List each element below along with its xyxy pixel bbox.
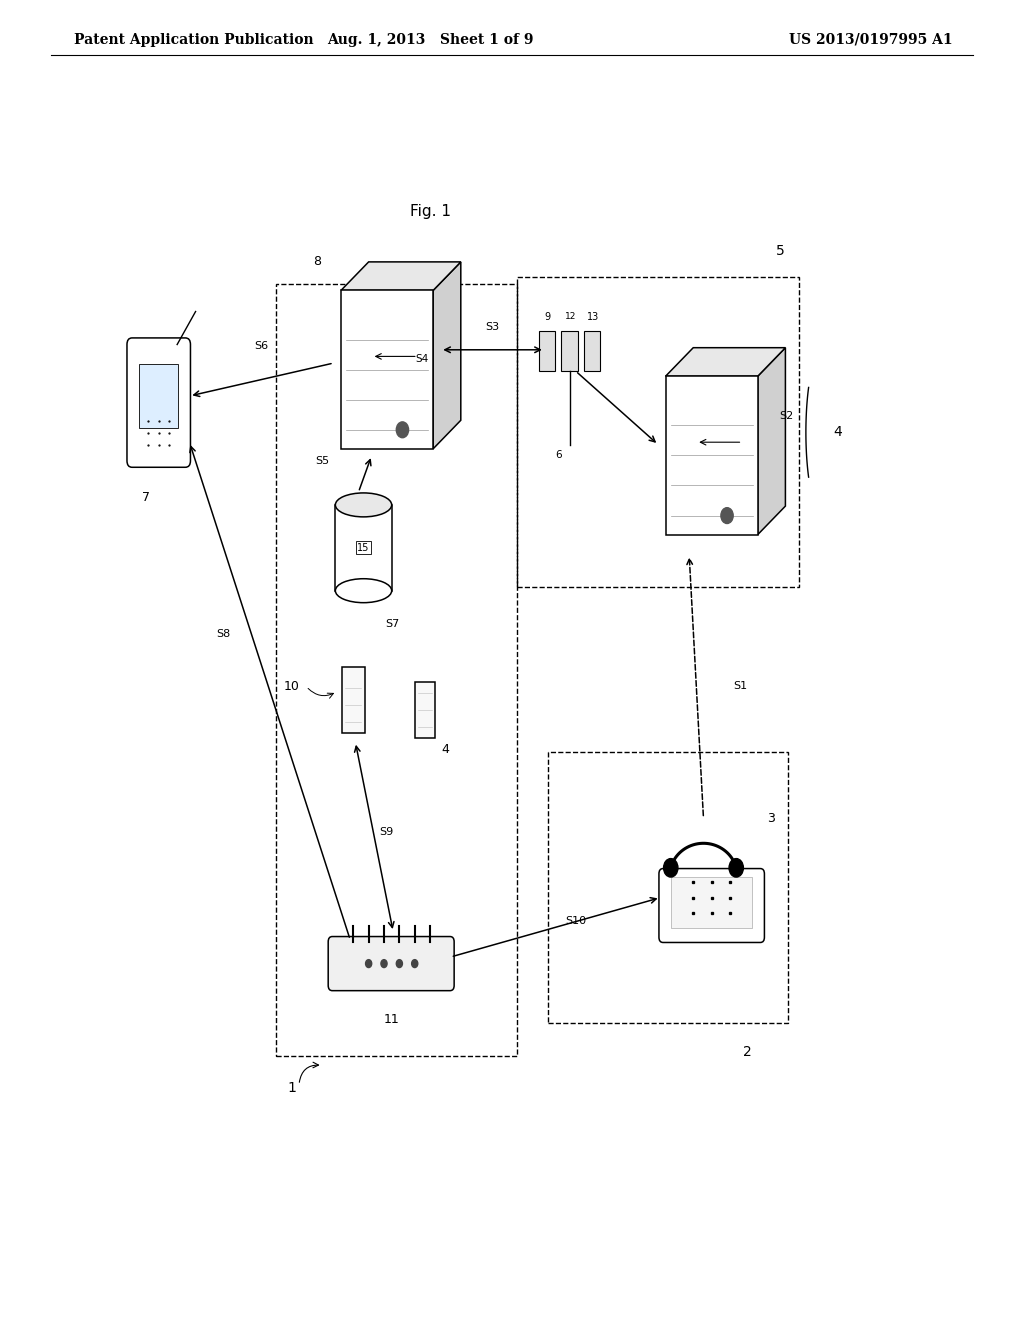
- Ellipse shape: [335, 492, 391, 517]
- Text: Fig. 1: Fig. 1: [410, 203, 451, 219]
- Text: S5: S5: [315, 455, 330, 466]
- Bar: [341, 290, 433, 449]
- FancyBboxPatch shape: [328, 937, 455, 990]
- Text: S9: S9: [379, 826, 393, 837]
- Bar: [584, 331, 600, 371]
- Polygon shape: [666, 347, 785, 376]
- Bar: [139, 364, 178, 428]
- Bar: [548, 752, 788, 1023]
- Circle shape: [721, 508, 733, 524]
- Ellipse shape: [335, 578, 391, 603]
- Text: 15: 15: [357, 543, 370, 553]
- Text: S3: S3: [485, 322, 500, 333]
- Circle shape: [729, 858, 743, 876]
- Text: S7: S7: [385, 619, 399, 628]
- Text: 8: 8: [313, 255, 322, 268]
- Bar: [517, 277, 799, 587]
- Text: S4: S4: [416, 354, 429, 364]
- Text: 13: 13: [587, 312, 599, 322]
- Text: US 2013/0197995 A1: US 2013/0197995 A1: [788, 33, 952, 46]
- Text: 5: 5: [776, 244, 784, 257]
- Text: 6: 6: [555, 450, 561, 461]
- Bar: [342, 667, 365, 733]
- Text: S2: S2: [779, 411, 794, 421]
- Text: 2: 2: [743, 1045, 752, 1059]
- Text: 4: 4: [834, 425, 842, 440]
- Text: S6: S6: [255, 341, 268, 351]
- Bar: [672, 878, 752, 928]
- Text: 10: 10: [284, 680, 300, 693]
- FancyBboxPatch shape: [659, 869, 764, 942]
- Text: 12: 12: [564, 313, 577, 321]
- Text: 7: 7: [142, 491, 151, 504]
- Text: 11: 11: [383, 1012, 399, 1026]
- Bar: [539, 331, 555, 371]
- Circle shape: [396, 422, 409, 438]
- Circle shape: [412, 960, 418, 968]
- Bar: [335, 506, 391, 591]
- Bar: [276, 284, 517, 1056]
- Bar: [666, 376, 758, 535]
- Polygon shape: [341, 261, 461, 290]
- FancyBboxPatch shape: [127, 338, 190, 467]
- Polygon shape: [758, 347, 785, 535]
- Bar: [561, 331, 578, 371]
- Text: S8: S8: [216, 628, 230, 639]
- Text: 4: 4: [441, 743, 450, 756]
- Circle shape: [381, 960, 387, 968]
- Circle shape: [396, 960, 402, 968]
- Text: S10: S10: [565, 916, 587, 925]
- Text: 1: 1: [288, 1081, 296, 1094]
- Circle shape: [664, 858, 678, 876]
- Polygon shape: [433, 261, 461, 449]
- Text: 9: 9: [545, 312, 551, 322]
- Text: Aug. 1, 2013   Sheet 1 of 9: Aug. 1, 2013 Sheet 1 of 9: [327, 33, 534, 46]
- Bar: [415, 682, 435, 738]
- Text: S1: S1: [733, 681, 748, 692]
- Text: 3: 3: [767, 812, 775, 825]
- Text: Patent Application Publication: Patent Application Publication: [74, 33, 313, 46]
- Circle shape: [366, 960, 372, 968]
